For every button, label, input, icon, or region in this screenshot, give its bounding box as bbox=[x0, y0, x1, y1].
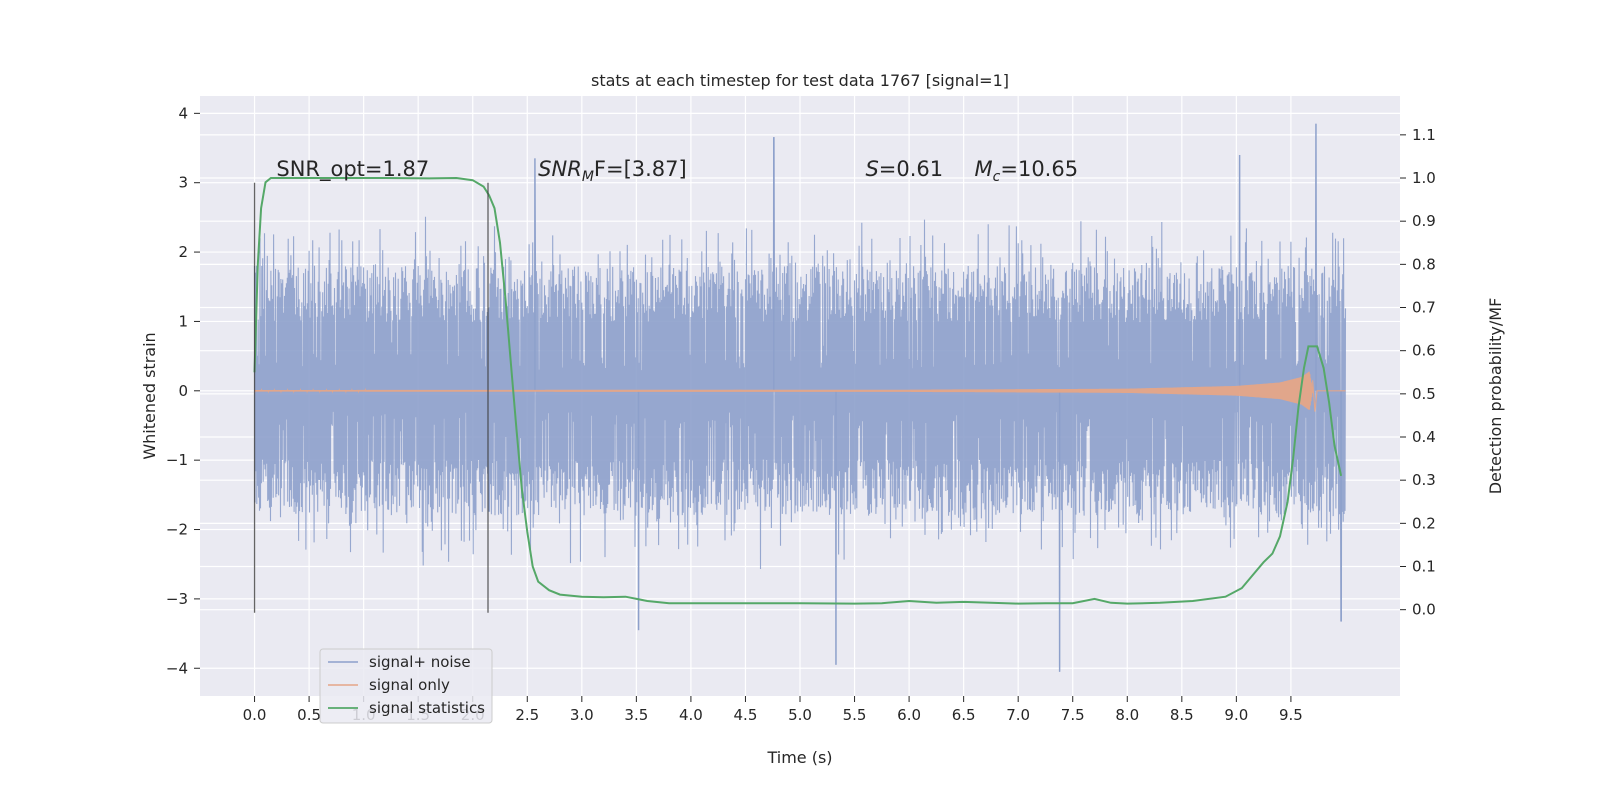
y2-tick-label: 0.5 bbox=[1412, 385, 1436, 403]
x-tick-label: 3.5 bbox=[624, 706, 648, 724]
legend-label-signal-only: signal only bbox=[369, 676, 450, 694]
y2-tick-label: 0.9 bbox=[1412, 212, 1436, 230]
axis-layer: 0.00.51.01.52.02.53.03.54.04.55.05.56.06… bbox=[166, 104, 1436, 724]
y2-tick-label: 0.4 bbox=[1412, 428, 1436, 446]
x-tick-label: 9.5 bbox=[1279, 706, 1303, 724]
y2-tick-label: 0.6 bbox=[1412, 342, 1436, 360]
y-tick-label: 3 bbox=[178, 174, 188, 192]
y2-axis-label: Detection probability/MF bbox=[1486, 298, 1505, 495]
annotation-mc_value: Mc=10.65 bbox=[975, 157, 1079, 185]
y-tick-label: −3 bbox=[166, 590, 188, 608]
y2-tick-label: 1.1 bbox=[1412, 126, 1436, 144]
x-tick-label: 5.5 bbox=[843, 706, 867, 724]
y2-tick-label: 0.0 bbox=[1412, 601, 1436, 619]
y-axis-label: Whitened strain bbox=[140, 332, 159, 459]
annotation-snr_mf: SNRMF=[3.87] bbox=[538, 157, 687, 185]
legend: signal+ noise signal only signal statist… bbox=[319, 648, 493, 724]
y2-tick-label: 0.3 bbox=[1412, 471, 1436, 489]
x-tick-label: 7.0 bbox=[1006, 706, 1030, 724]
x-tick-label: 0.5 bbox=[297, 706, 321, 724]
x-tick-label: 0.0 bbox=[243, 706, 267, 724]
y2-tick-label: 1.0 bbox=[1412, 169, 1436, 187]
legend-box bbox=[319, 648, 493, 724]
x-tick-label: 8.0 bbox=[1115, 706, 1139, 724]
y2-tick-label: 0.7 bbox=[1412, 299, 1436, 317]
y-tick-label: 1 bbox=[178, 312, 188, 330]
y-tick-label: 4 bbox=[178, 104, 188, 122]
x-tick-label: 7.5 bbox=[1061, 706, 1085, 724]
annotation-layer: SNR_opt=1.87 SNRMF=[3.87] S=0.61 Mc=10.65 bbox=[276, 157, 1078, 185]
legend-label-signal-noise: signal+ noise bbox=[369, 653, 471, 671]
y2-tick-label: 0.8 bbox=[1412, 255, 1436, 273]
x-tick-label: 3.0 bbox=[570, 706, 594, 724]
series-signal-statistics bbox=[253, 176, 1343, 605]
x-tick-label: 2.5 bbox=[515, 706, 539, 724]
series-signal-only bbox=[253, 371, 1346, 412]
x-tick-label: 4.5 bbox=[734, 706, 758, 724]
y-tick-label: −4 bbox=[166, 659, 188, 677]
x-tick-label: 9.0 bbox=[1224, 706, 1248, 724]
annotation-s_value: S=0.61 bbox=[865, 157, 943, 181]
y-tick-label: −1 bbox=[166, 451, 188, 469]
legend-label-signal-statistics: signal statistics bbox=[369, 699, 485, 717]
series-signal-noise bbox=[253, 123, 1347, 672]
x-tick-label: 4.0 bbox=[679, 706, 703, 724]
chart-title: stats at each timestep for test data 176… bbox=[591, 71, 1009, 90]
y2-tick-label: 0.1 bbox=[1412, 558, 1436, 576]
series-layer bbox=[253, 123, 1347, 672]
x-axis-label: Time (s) bbox=[766, 748, 832, 767]
x-tick-label: 6.0 bbox=[897, 706, 921, 724]
y-tick-label: −2 bbox=[166, 521, 188, 539]
x-tick-label: 8.5 bbox=[1170, 706, 1194, 724]
annotation-snr_opt: SNR_opt=1.87 bbox=[276, 157, 429, 182]
y2-tick-label: 0.2 bbox=[1412, 514, 1436, 532]
x-tick-label: 6.5 bbox=[952, 706, 976, 724]
y-tick-label: 0 bbox=[178, 382, 188, 400]
x-tick-label: 5.0 bbox=[788, 706, 812, 724]
y-tick-label: 2 bbox=[178, 243, 188, 261]
